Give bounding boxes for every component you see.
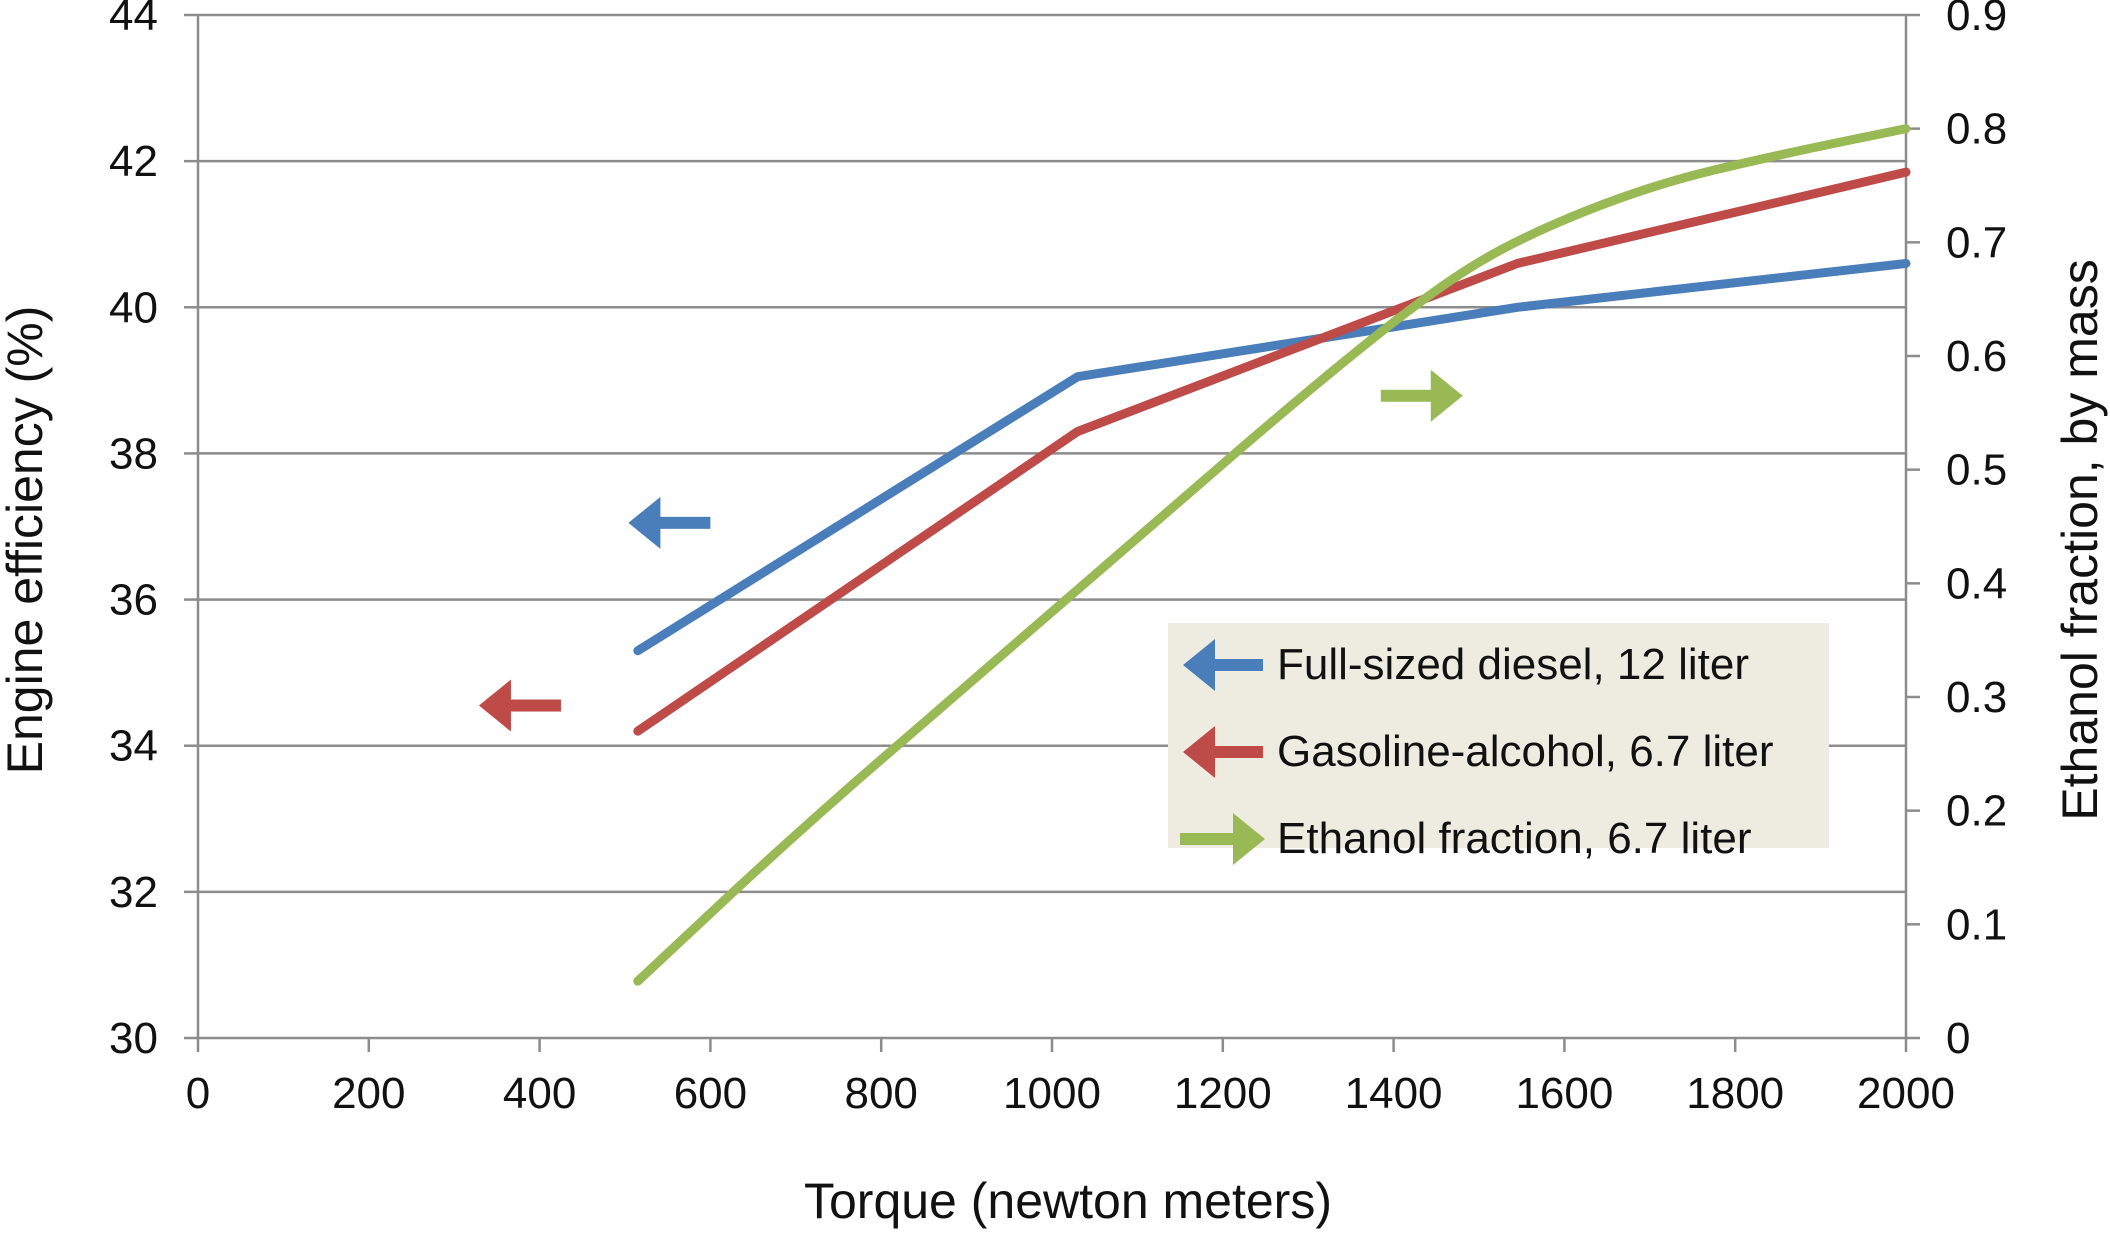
x-tick-label: 1200 bbox=[1174, 1069, 1272, 1118]
legend-label: Ethanol fraction, 6.7 liter bbox=[1277, 814, 1751, 863]
x-tick-label: 0 bbox=[186, 1069, 210, 1118]
x-tick-label: 400 bbox=[503, 1069, 576, 1118]
arrow-shaft bbox=[1209, 659, 1263, 671]
y2-tick-label: 0.2 bbox=[1946, 787, 2007, 836]
y2-tick-label: 0.3 bbox=[1946, 673, 2007, 722]
x-tick-label: 200 bbox=[332, 1069, 405, 1118]
legend-label: Full-sized diesel, 12 liter bbox=[1277, 640, 1749, 689]
x-tick-label: 1400 bbox=[1345, 1069, 1443, 1118]
y-tick-label: 42 bbox=[109, 137, 158, 186]
y-tick-label: 30 bbox=[109, 1014, 158, 1063]
arrow-head bbox=[478, 679, 511, 732]
arrow-shaft bbox=[1180, 833, 1239, 845]
y2-tick-label: 0.7 bbox=[1946, 218, 2007, 267]
y2-tick-label: 0.1 bbox=[1946, 900, 2007, 949]
direction-arrows bbox=[478, 369, 1463, 732]
series-line-0 bbox=[633, 258, 1911, 656]
x-tick-label: 2000 bbox=[1857, 1069, 1955, 1118]
arrow-head bbox=[1183, 639, 1215, 691]
y-tick-label: 40 bbox=[109, 283, 158, 332]
x-tick-label: 800 bbox=[844, 1069, 917, 1118]
arrow-head bbox=[1183, 726, 1215, 778]
arrow-shaft bbox=[1380, 389, 1437, 402]
y-tick-label: 44 bbox=[109, 0, 158, 40]
y-tick-label: 38 bbox=[109, 429, 158, 478]
legend-arrow-left-icon bbox=[1183, 639, 1263, 691]
arrow-shaft bbox=[504, 699, 561, 712]
x-tick-label: 1000 bbox=[1003, 1069, 1101, 1118]
legend-item-diesel: Full-sized diesel, 12 liter bbox=[1183, 639, 1749, 691]
legend-item-ethanol-fraction: Ethanol fraction, 6.7 liter bbox=[1180, 813, 1751, 865]
x-tick-label: 1600 bbox=[1515, 1069, 1613, 1118]
y2-tick-label: 0.8 bbox=[1946, 105, 2007, 154]
arrow-head bbox=[628, 496, 661, 549]
y2-axis-title: Ethanol fraction, by mass bbox=[2052, 259, 2108, 820]
series-arrow-left-icon bbox=[628, 496, 711, 549]
y-tick-label: 34 bbox=[109, 722, 158, 771]
legend-label: Gasoline-alcohol, 6.7 liter bbox=[1277, 727, 1773, 776]
x-axis-title: Torque (newton meters) bbox=[804, 1173, 1332, 1229]
series-line-1 bbox=[633, 167, 1911, 736]
legend-arrow-left-icon bbox=[1183, 726, 1263, 778]
series-lines bbox=[633, 124, 1911, 986]
gridlines bbox=[198, 13, 1906, 894]
y-axis-title: Engine efficiency (%) bbox=[0, 306, 53, 775]
arrow-shaft bbox=[1209, 746, 1263, 758]
y-tick-label: 36 bbox=[109, 576, 158, 625]
arrow-head bbox=[1430, 369, 1463, 422]
legend-item-gasoline-alcohol: Gasoline-alcohol, 6.7 liter bbox=[1183, 726, 1773, 778]
y2-tick-label: 0.9 bbox=[1946, 0, 2007, 40]
series-line-2 bbox=[633, 124, 1911, 986]
x-tick-label: 600 bbox=[674, 1069, 747, 1118]
legend-arrow-right-icon bbox=[1180, 813, 1265, 865]
y2-tick-label: 0.5 bbox=[1946, 446, 2007, 495]
arrow-head bbox=[1233, 813, 1265, 865]
x-tick-label: 1800 bbox=[1686, 1069, 1784, 1118]
y2-tick-label: 0 bbox=[1946, 1014, 1970, 1063]
legend: Full-sized diesel, 12 liter Gasoline-alc… bbox=[1168, 623, 1829, 865]
tick-labels: 0 200 400 600 800 1000 1200 1400 1600 1800 2000303… bbox=[109, 0, 2007, 1118]
y2-tick-label: 0.4 bbox=[1946, 559, 2007, 608]
legend-box bbox=[1168, 623, 1829, 848]
y2-tick-label: 0.6 bbox=[1946, 332, 2007, 381]
y-tick-label: 32 bbox=[109, 868, 158, 917]
series-arrow-right-icon bbox=[1380, 369, 1463, 422]
series-arrow-left-icon bbox=[478, 679, 561, 732]
axes bbox=[184, 13, 1920, 1052]
arrow-shaft bbox=[654, 516, 711, 529]
